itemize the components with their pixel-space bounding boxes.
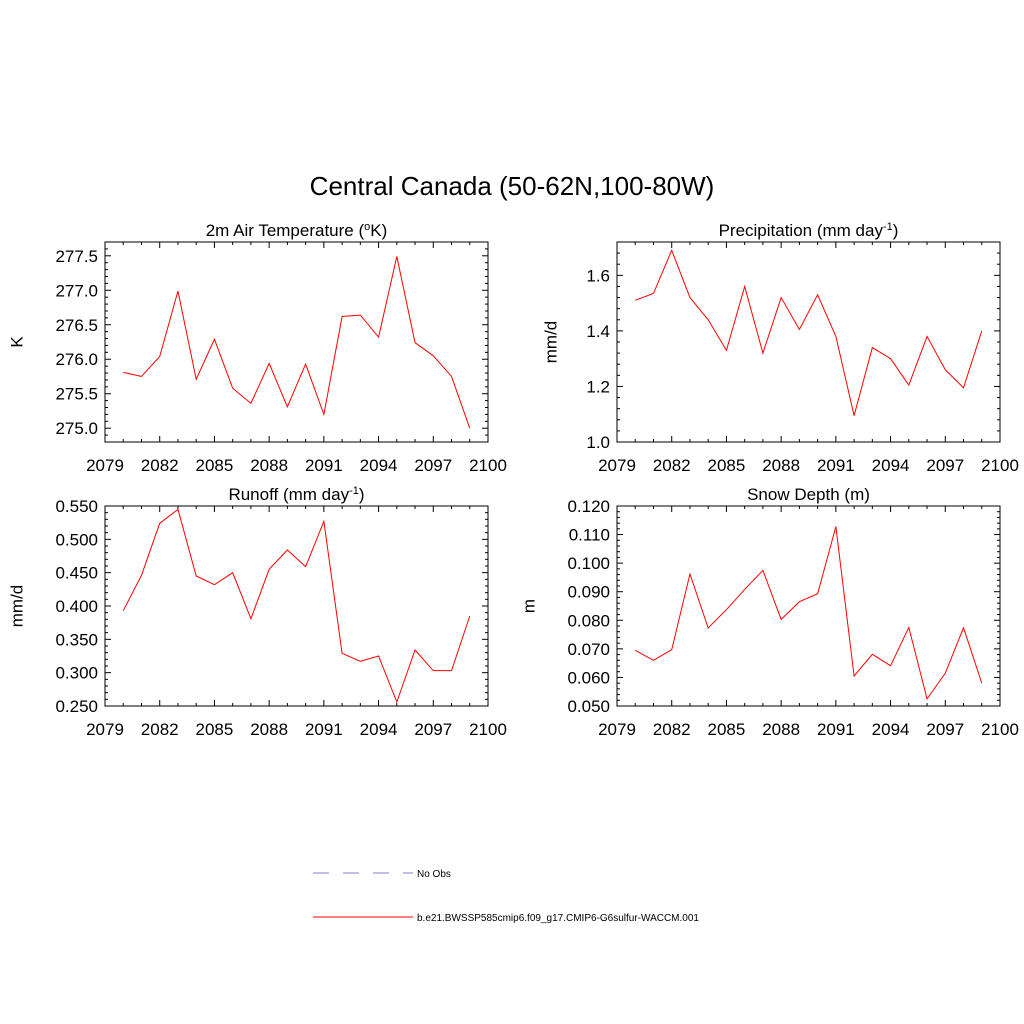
panels-group: 2079 2082 2085 2088 2091 2094 2097 2100 275.0 275… <box>7 221 1018 739</box>
y-tick-label: 1.4 <box>586 322 610 341</box>
panel-title: Snow Depth (m) <box>747 485 870 504</box>
panel-title-sup: o <box>364 221 370 233</box>
panel-title: Precipitation (mm day-1) <box>719 221 899 240</box>
y-tick-label: 0.050 <box>567 697 610 716</box>
panel-title: 2m Air Temperature (oK) <box>206 221 388 240</box>
y-tick-label: 1.2 <box>586 377 610 396</box>
panel-title-main: 2m Air Temperature ( <box>206 221 365 240</box>
y-axis-label: K <box>7 336 26 348</box>
x-tick-label: 2094 <box>360 720 398 739</box>
y-tick-label: 0.120 <box>567 497 610 516</box>
plot-frame <box>104 241 489 443</box>
panel-title-unit: K) <box>370 221 387 240</box>
x-tick-label: 2079 <box>86 456 124 475</box>
x-tick-label: 2097 <box>414 456 452 475</box>
x-tick-label: 2082 <box>653 456 691 475</box>
panel-title-unit: mm day <box>823 221 884 240</box>
series-line <box>634 526 983 701</box>
panel-0: 2079 2082 2085 2088 2091 2094 2097 2100 275.0 275… <box>7 221 506 475</box>
y-tick-label: 0.500 <box>55 530 98 549</box>
x-tick-label: 2091 <box>305 720 343 739</box>
panel-title-main: Snow Depth ( <box>747 485 850 504</box>
x-tick-label: 2079 <box>598 720 636 739</box>
legend-label-no-obs: No Obs <box>417 869 451 880</box>
x-tick-label: 2097 <box>414 720 452 739</box>
y-tick-label: 0.070 <box>567 640 610 659</box>
plot-frame <box>616 505 1001 707</box>
panel-title-unit: m) <box>850 485 870 504</box>
x-tick-label: 2082 <box>141 720 179 739</box>
y-axis-label: m <box>519 599 538 613</box>
x-tick-label: 2085 <box>708 720 746 739</box>
y-tick-label: 0.080 <box>567 611 610 630</box>
x-tick-label: 2091 <box>817 720 855 739</box>
panel-2: 2079 2082 2085 2088 2091 2094 2097 2100 0.250 0.3… <box>7 485 506 739</box>
y-tick-label: 276.5 <box>55 316 98 335</box>
x-tick-label: 2088 <box>762 456 800 475</box>
panel-title-sup: -1 <box>349 485 359 497</box>
y-tick-label: 0.250 <box>55 697 98 716</box>
y-tick-label: 0.110 <box>569 526 610 545</box>
y-tick-label: 0.060 <box>567 668 610 687</box>
x-tick-label: 2079 <box>598 456 636 475</box>
y-tick-label: 0.350 <box>55 630 98 649</box>
x-tick-label: 2091 <box>817 456 855 475</box>
x-tick-label: 2094 <box>872 456 910 475</box>
x-tick-label: 2088 <box>250 456 288 475</box>
y-tick-label: 0.300 <box>55 664 98 683</box>
y-axis-label: mm/d <box>541 321 560 364</box>
series-line <box>123 256 471 429</box>
y-tick-label: 0.400 <box>55 597 98 616</box>
figure-title: Central Canada (50-62N,100-80W) <box>310 171 715 201</box>
panel-title-main: Precipitation ( <box>719 221 823 240</box>
panel-title-sup: -1 <box>883 221 893 233</box>
panel-3: 2079 2082 2085 2088 2091 2094 2097 2100 0.050 0.0… <box>519 485 1018 739</box>
y-tick-label: 0.550 <box>55 497 98 516</box>
x-tick-label: 2100 <box>469 720 507 739</box>
x-tick-label: 2100 <box>981 720 1019 739</box>
x-tick-label: 2088 <box>762 720 800 739</box>
x-tick-label: 2088 <box>250 720 288 739</box>
x-tick-label: 2100 <box>981 456 1019 475</box>
y-tick-label: 0.100 <box>567 554 610 573</box>
legend: No Obs b.e21.BWSSP585cmip6.f09_g17.CMIP6… <box>313 869 699 924</box>
x-tick-label: 2082 <box>653 720 691 739</box>
x-tick-label: 2094 <box>360 456 398 475</box>
x-tick-label: 2094 <box>872 720 910 739</box>
x-tick-label: 2091 <box>305 456 343 475</box>
x-tick-label: 2085 <box>196 720 234 739</box>
x-tick-label: 2085 <box>708 456 746 475</box>
y-axis-label: mm/d <box>7 585 26 628</box>
y-tick-label: 277.5 <box>55 247 98 266</box>
x-tick-label: 2085 <box>196 456 234 475</box>
legend-label-model-run: b.e21.BWSSP585cmip6.f09_g17.CMIP6-G6sulf… <box>417 913 699 924</box>
y-tick-label: 276.0 <box>55 350 98 369</box>
panel-title: Runoff (mm day-1) <box>228 485 364 504</box>
y-tick-label: 0.090 <box>567 583 610 602</box>
panel-title-close: ) <box>893 221 899 240</box>
x-tick-label: 2079 <box>86 720 124 739</box>
panel-title-unit: mm day <box>289 485 350 504</box>
series-line <box>635 248 983 416</box>
panel-title-close: ) <box>359 485 365 504</box>
y-tick-label: 0.450 <box>55 564 98 583</box>
panel-1: 2079 2082 2085 2088 2091 2094 2097 2100 1.0 1.2 1.… <box>541 221 1018 475</box>
y-tick-label: 275.5 <box>55 385 98 404</box>
panel-title-main: Runoff ( <box>228 485 289 504</box>
series-line <box>122 508 471 704</box>
y-tick-label: 1.6 <box>586 266 610 285</box>
x-tick-label: 2082 <box>141 456 179 475</box>
y-tick-label: 1.0 <box>586 433 610 452</box>
y-tick-label: 277.0 <box>55 281 98 300</box>
x-tick-label: 2097 <box>926 720 964 739</box>
x-tick-label: 2100 <box>469 456 507 475</box>
y-tick-label: 275.0 <box>55 419 98 438</box>
x-tick-label: 2097 <box>926 456 964 475</box>
